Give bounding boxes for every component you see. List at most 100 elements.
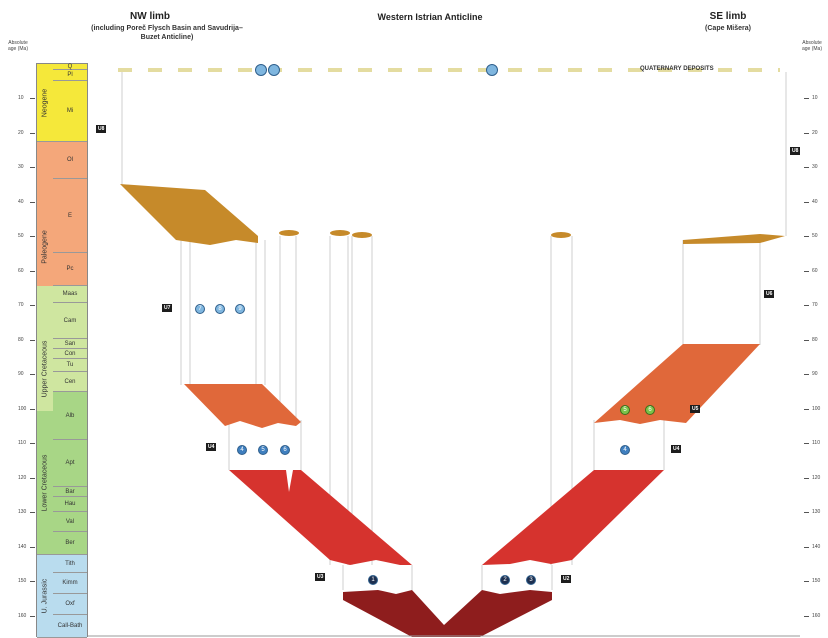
stage-e: E [53,179,87,253]
nw-limb-title: NW limb [130,11,170,22]
paleogene-lens-4 [551,232,571,238]
unit-tag-u4-right: U4 [671,445,682,453]
epoch-lower-cretaceous: Lower Cretaceous [37,411,53,555]
left-axis-tick-label: 30 [18,164,24,170]
left-axis-tick [30,133,35,134]
nw-limb-subtitle: (including Poreč Flysch Basin and Savudr… [91,25,243,41]
right-axis-tick-label: 70 [812,302,818,308]
right-axis-tick-label: 20 [812,130,818,136]
stage-val: Val [53,512,87,532]
stage-kimm: Kimm [53,573,87,594]
right-axis-tick [804,443,809,444]
right-axis-tick [804,478,809,479]
quaternary-label: QUATERNARY DEPOSITS [640,66,714,72]
right-axis-tick-label: 130 [812,509,821,515]
stage-cen: Cen [53,372,87,392]
left-axis-tick [30,616,35,617]
right-axis-tick-label: 100 [812,406,821,412]
paleogene-unit-nw [120,184,258,245]
stage-san: San [53,339,87,349]
right-axis-tick-label: 50 [812,233,818,239]
locality-circle-q-a [255,64,267,76]
left-axis-tick [30,374,35,375]
locality-circle-q-c [486,64,498,76]
stage-pc: Pc [53,253,87,286]
locality-circle-5-left: 5 [258,445,268,455]
right-axis-tick [804,512,809,513]
left-axis-tick-label: 10 [18,95,24,101]
left-axis-tick [30,98,35,99]
left-axis-tick [30,478,35,479]
right-axis-tick [804,305,809,306]
right-axis-tick [804,133,809,134]
left-axis-tick-label: 120 [18,475,27,481]
locality-circle-q-b [268,64,280,76]
left-axis-tick [30,167,35,168]
stage-hau: Hau [53,497,87,512]
jurassic-unit [343,590,552,637]
left-axis-tick-label: 60 [18,268,24,274]
left-axis-tick-label: 50 [18,233,24,239]
stage-maas: Maas [53,286,87,303]
hiatus-lines [121,72,787,590]
right-axis-tick-label: 30 [812,164,818,170]
left-axis-tick [30,512,35,513]
locality-circle-2: 2 [500,575,510,585]
left-axis-tick [30,236,35,237]
stage-oxf: Oxf [53,594,87,615]
right-axis-tick-label: 160 [812,613,821,619]
unit-tag-u8-right: U8 [790,147,801,155]
stage-mi: Mi [53,81,87,142]
left-axis-tick-label: 20 [18,130,24,136]
paleogene-lens-2 [330,230,350,236]
se-limb-title: SE limb [709,11,747,22]
se-limb-subtitle: (Cape Mišera) [705,25,751,32]
right-axis-tick [804,616,809,617]
right-axis-tick [804,409,809,410]
left-axis-tick-label: 100 [18,406,27,412]
left-axis-tick [30,409,35,410]
stage-q: Q [53,64,87,70]
unit-tag-u8-left: U8 [96,125,107,133]
left-axis-tick [30,340,35,341]
right-axis-tick [804,581,809,582]
left-axis-tick [30,581,35,582]
locality-circle-1: 1 [368,575,378,585]
locality-circle-7: 7 [195,304,205,314]
right-axis-tick-label: 120 [812,475,821,481]
right-axis-tick [804,167,809,168]
right-axis-tick-label: 40 [812,199,818,205]
unit-tag-u7: U7 [162,304,173,312]
right-axis-tick-label: 110 [812,440,820,446]
paleogene-unit-se [683,234,785,244]
lower-cretaceous-unit-nw [229,470,412,565]
left-axis-tick [30,271,35,272]
stage-tu: Tu [53,359,87,372]
unit-tag-u6: U6 [764,290,775,298]
paleogene-lens-3 [352,232,372,238]
stage-con: Con [53,349,87,359]
right-axis-tick-label: 80 [812,337,818,343]
locality-circle-6-left: 6 [280,445,290,455]
center-title: Western Istrian Anticline [377,12,483,22]
upper-cretaceous-unit-nw [184,384,301,428]
stage-ber: Ber [53,532,87,555]
stage-pl: Pl [53,70,87,81]
right-axis-tick-label: 140 [812,544,821,550]
right-axis-tick [804,340,809,341]
upper-cretaceous-unit-se [594,344,760,424]
right-axis-tick [804,236,809,237]
right-axis-tick [804,98,809,99]
right-axis-label: Absolute age (Ma) [801,40,822,52]
right-axis-tick [804,271,809,272]
stage-tith: Tith [53,555,87,573]
left-axis-tick-label: 90 [18,371,24,377]
left-axis-tick [30,443,35,444]
lower-cretaceous-unit-se [482,470,664,565]
locality-circle-9: 9 [235,304,245,314]
left-axis-tick-label: 80 [18,337,24,343]
left-axis-tick [30,202,35,203]
left-axis-tick-label: 70 [18,302,24,308]
right-axis-tick [804,547,809,548]
